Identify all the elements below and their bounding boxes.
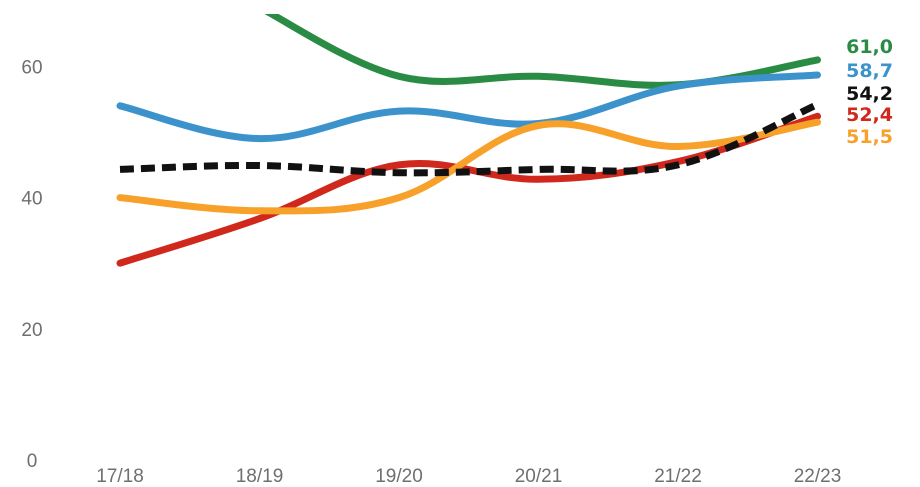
x-tick-label: 21/22 bbox=[654, 466, 702, 487]
x-tick-label: 17/18 bbox=[96, 466, 144, 487]
series-end-label: 51,5 bbox=[846, 126, 893, 148]
x-tick-label: 18/19 bbox=[236, 466, 284, 487]
y-tick-label: 40 bbox=[21, 189, 42, 210]
x-tick-label: 20/21 bbox=[515, 466, 563, 487]
y-axis-ticks: 0 20 40 60 bbox=[21, 57, 42, 472]
series-end-label: 52,4 bbox=[846, 104, 893, 126]
x-tick-label: 19/20 bbox=[375, 466, 423, 487]
series-end-label: 54,2 bbox=[846, 83, 893, 105]
series-line bbox=[116, 71, 821, 143]
x-axis-ticks: 17/18 18/19 19/20 20/21 21/22 22/23 bbox=[96, 466, 841, 487]
series-line bbox=[264, 14, 821, 89]
x-tick-label: 22/23 bbox=[794, 466, 842, 487]
series-end-labels: 61,058,754,252,451,5 bbox=[846, 36, 893, 148]
series-end-label: 61,0 bbox=[846, 36, 893, 58]
y-tick-label: 20 bbox=[21, 320, 42, 341]
series-end-label: 58,7 bbox=[846, 60, 893, 82]
y-tick-label: 0 bbox=[27, 451, 38, 472]
y-tick-label: 60 bbox=[21, 57, 42, 78]
series-line bbox=[116, 118, 821, 215]
series-lines bbox=[116, 14, 821, 267]
